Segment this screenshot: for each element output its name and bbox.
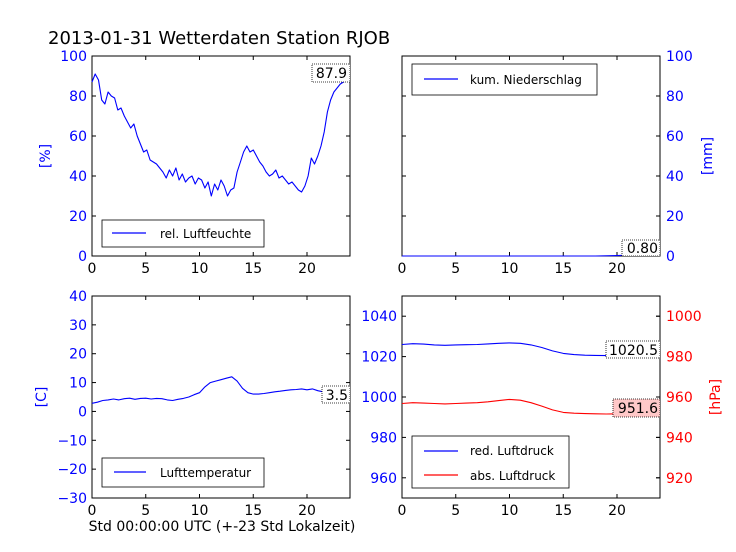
- humidity-ytick-label: 80: [69, 89, 87, 105]
- pressure-ytick-label: 960: [370, 471, 397, 487]
- humidity-xtick-label: 5: [141, 261, 150, 277]
- pressure-xtick-label: 0: [398, 503, 407, 519]
- precipitation-xtick-label: 0: [398, 261, 407, 277]
- humidity-annotation-text: 87.9: [316, 66, 347, 82]
- pressure-xtick-label: 10: [501, 503, 519, 519]
- temperature-xtick-label: 5: [141, 503, 150, 519]
- humidity-series-lines: [91, 73, 351, 197]
- temperature-annotation: 3.5: [321, 385, 351, 404]
- temperature-ytick-label: 0: [78, 404, 87, 420]
- precipitation-ytick-label: 20: [666, 209, 684, 225]
- pressure-ytick-label: 980: [370, 430, 397, 446]
- humidity-ytick-label: 20: [69, 209, 87, 225]
- precipitation-ytick-label: 80: [666, 89, 684, 105]
- pressure-annotation-reduced-box: [605, 340, 661, 359]
- pressure-annotation-absolute: 951.6: [612, 398, 661, 418]
- pressure-annotation-absolute-text: 951.6: [618, 401, 658, 417]
- precipitation-annotation-box: [621, 239, 661, 257]
- pressure-annotation-absolute-box: [612, 398, 661, 418]
- humidity-ytick-label: 40: [69, 169, 87, 185]
- pressure-xtick-label: 15: [554, 503, 572, 519]
- humidity-ytick-label: 100: [60, 49, 87, 65]
- pressure-legend-label-reduced: red. Luftdruck: [470, 444, 554, 458]
- temperature-ytick-label: 30: [69, 318, 87, 334]
- temperature-ytick-label: 20: [69, 347, 87, 363]
- temperature-ytick-label: −10: [57, 433, 87, 449]
- humidity-ticks: 0 5 10 15 20 0 20 40 60 80 100: [60, 49, 350, 277]
- temperature-ylabel: [C]: [34, 387, 50, 408]
- pressure-ytick-right-label: 980: [666, 350, 693, 366]
- humidity-xtick-label: 15: [244, 261, 262, 277]
- pressure-xtick-label: 20: [608, 503, 626, 519]
- humidity-series-line-0: [91, 73, 351, 197]
- humidity-xtick-label: 20: [298, 261, 316, 277]
- precipitation-xtick-label: 15: [554, 261, 572, 277]
- humidity-annotation-box: [311, 63, 351, 83]
- precipitation-ylabel: [mm]: [700, 137, 716, 175]
- precipitation-legend: kum. Niederschlag: [411, 63, 598, 96]
- precipitation-annotation-text: 0.80: [627, 241, 658, 257]
- bottom-xlabel: Std 00:00:00 UTC (+-23 Std Lokalzeit): [89, 519, 356, 535]
- temperature-xtick-label: 15: [244, 503, 262, 519]
- temperature-series-line-0: [91, 376, 351, 404]
- precipitation-ytick-label: 40: [666, 169, 684, 185]
- pressure-panel: 0 5 10 15 20 960 980 1000 1020 1040 920 940 960 980 10…: [361, 295, 724, 519]
- temperature-xtick-label: 10: [191, 503, 209, 519]
- pressure-ticks: 0 5 10 15 20 960 980 1000 1020 1040 920 940 960 980 10…: [361, 296, 702, 519]
- pressure-ytick-label: 1000: [361, 390, 397, 406]
- temperature-legend-label: Lufttemperatur: [160, 466, 251, 480]
- precipitation-legend-label: kum. Niederschlag: [470, 73, 582, 87]
- precipitation-xtick-label: 20: [608, 261, 626, 277]
- humidity-panel: 0 5 10 15 20 0 20 40 60 80 100 [%] rel. Luftfeucht…: [38, 49, 351, 277]
- temperature-ytick-label: 10: [69, 376, 87, 392]
- pressure-ytick-right-label: 920: [666, 471, 693, 487]
- humidity-ytick-label: 60: [69, 129, 87, 145]
- pressure-legend-label-absolute: abs. Luftdruck: [470, 469, 555, 483]
- page-title: 2013-01-31 Wetterdaten Station RJOB: [48, 28, 390, 49]
- temperature-annotation-box: [321, 385, 351, 404]
- humidity-ytick-label: 0: [78, 249, 87, 265]
- humidity-legend: rel. Luftfeuchte: [101, 219, 265, 248]
- precipitation-ytick-label: 60: [666, 129, 684, 145]
- humidity-xtick-label: 10: [191, 261, 209, 277]
- pressure-ytick-right-label: 940: [666, 430, 693, 446]
- precipitation-ytick-label: 100: [666, 49, 693, 65]
- pressure-ylabel: [hPa]: [708, 379, 724, 415]
- temperature-ytick-label: −30: [57, 491, 87, 507]
- pressure-annotation-reduced: 1020.5: [605, 340, 661, 359]
- pressure-ytick-right-label: 1000: [666, 309, 702, 325]
- temperature-panel: 0 5 10 15 20 −30 −20 −10 0 10 20 30 40 [C] Lufttempe…: [34, 289, 351, 519]
- pressure-ytick-label: 1020: [361, 350, 397, 366]
- humidity-annotation: 87.9: [311, 63, 351, 83]
- humidity-xtick-label: 0: [88, 261, 97, 277]
- pressure-legend-box: [411, 435, 570, 489]
- pressure-xtick-label: 5: [451, 503, 460, 519]
- pressure-annotation-reduced-text: 1020.5: [609, 343, 658, 359]
- humidity-legend-label: rel. Luftfeuchte: [160, 227, 251, 241]
- temperature-ytick-label: −20: [57, 462, 87, 478]
- temperature-ticks: 0 5 10 15 20 −30 −20 −10 0 10 20 30 40: [57, 289, 350, 519]
- pressure-ytick-right-label: 960: [666, 390, 693, 406]
- humidity-ylabel: [%]: [38, 144, 54, 168]
- temperature-ytick-label: 40: [69, 289, 87, 305]
- temperature-xtick-label: 0: [88, 503, 97, 519]
- pressure-ytick-label: 1040: [361, 309, 397, 325]
- temperature-legend: Lufttemperatur: [101, 457, 265, 488]
- pressure-legend: red. Luftdruck abs. Luftdruck: [411, 435, 570, 489]
- precipitation-xtick-label: 10: [501, 261, 519, 277]
- temperature-xtick-label: 20: [298, 503, 316, 519]
- precipitation-ticks: 0 5 10 15 20 0 20 40 60 80 100: [398, 49, 693, 277]
- temperature-annotation-text: 3.5: [326, 388, 348, 404]
- precipitation-ytick-label: 0: [666, 249, 675, 265]
- precipitation-panel: 0 5 10 15 20 0 20 40 60 80 100 [mm] kum. Niedersch…: [398, 49, 716, 277]
- temperature-series-lines: [91, 376, 351, 404]
- precipitation-xtick-label: 5: [451, 261, 460, 277]
- precipitation-annotation: 0.80: [621, 239, 661, 257]
